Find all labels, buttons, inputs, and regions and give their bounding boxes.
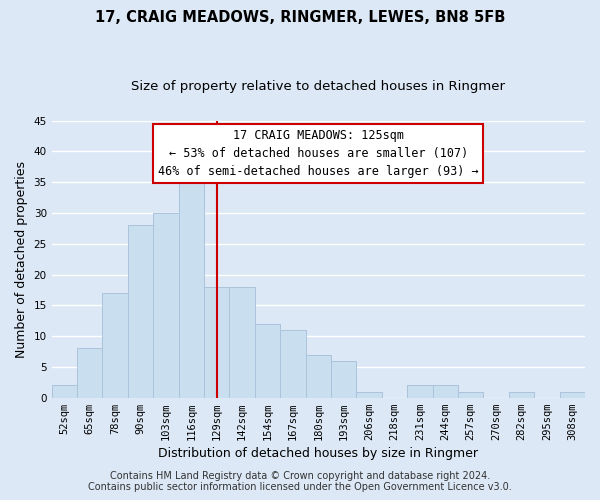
Bar	[77, 348, 103, 398]
Bar	[560, 392, 585, 398]
Bar	[305, 354, 331, 398]
Bar	[204, 287, 229, 398]
Bar	[509, 392, 534, 398]
Bar	[280, 330, 305, 398]
Y-axis label: Number of detached properties: Number of detached properties	[15, 160, 28, 358]
Bar	[433, 386, 458, 398]
X-axis label: Distribution of detached houses by size in Ringmer: Distribution of detached houses by size …	[158, 447, 478, 460]
Bar	[103, 293, 128, 398]
Text: 17 CRAIG MEADOWS: 125sqm
← 53% of detached houses are smaller (107)
46% of semi-: 17 CRAIG MEADOWS: 125sqm ← 53% of detach…	[158, 129, 479, 178]
Bar	[179, 176, 204, 398]
Bar	[52, 386, 77, 398]
Bar	[153, 213, 179, 398]
Text: 17, CRAIG MEADOWS, RINGMER, LEWES, BN8 5FB: 17, CRAIG MEADOWS, RINGMER, LEWES, BN8 5…	[95, 10, 505, 25]
Text: Contains HM Land Registry data © Crown copyright and database right 2024.
Contai: Contains HM Land Registry data © Crown c…	[88, 471, 512, 492]
Title: Size of property relative to detached houses in Ringmer: Size of property relative to detached ho…	[131, 80, 505, 93]
Bar	[356, 392, 382, 398]
Bar	[331, 360, 356, 398]
Bar	[128, 226, 153, 398]
Bar	[229, 287, 255, 398]
Bar	[458, 392, 484, 398]
Bar	[255, 324, 280, 398]
Bar	[407, 386, 433, 398]
